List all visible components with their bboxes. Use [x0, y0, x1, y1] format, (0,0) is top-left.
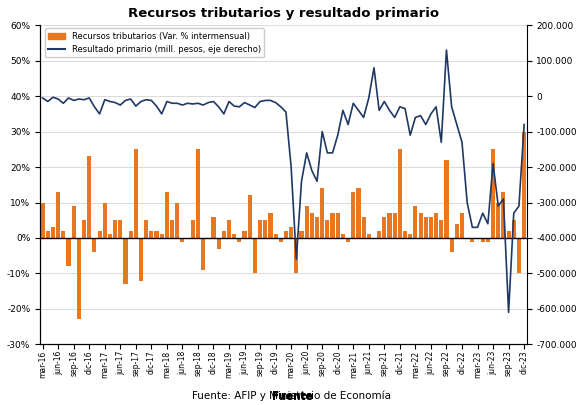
Bar	[258, 220, 262, 238]
Bar	[392, 213, 397, 238]
Bar	[108, 234, 112, 238]
Bar	[56, 192, 60, 238]
Text: Fuente: Fuente	[272, 391, 312, 401]
Bar	[403, 231, 407, 238]
Bar	[40, 202, 45, 238]
Bar	[113, 220, 117, 238]
Bar	[237, 238, 241, 241]
Bar	[289, 227, 293, 238]
Bar	[486, 238, 490, 241]
Bar	[506, 231, 510, 238]
Bar	[408, 234, 412, 238]
Bar	[77, 238, 81, 320]
Bar	[434, 213, 438, 238]
Bar	[383, 217, 387, 238]
Bar	[331, 213, 335, 238]
Bar	[128, 231, 133, 238]
Bar	[284, 231, 288, 238]
Bar	[398, 149, 402, 238]
Bar	[450, 238, 454, 252]
Bar	[455, 224, 459, 238]
Bar	[387, 213, 392, 238]
Bar	[61, 231, 65, 238]
Bar	[248, 196, 252, 238]
Bar	[336, 213, 340, 238]
Bar	[170, 220, 174, 238]
Bar	[356, 188, 360, 238]
Bar	[82, 220, 86, 238]
Bar	[496, 202, 500, 238]
Bar	[439, 220, 443, 238]
Text: Fuente: AFIP y Ministerio de Economía: Fuente: AFIP y Ministerio de Economía	[193, 392, 391, 402]
Bar	[481, 238, 485, 241]
Text: Fuente: AFIP y Ministerio de Economía: Fuente: AFIP y Ministerio de Economía	[0, 404, 1, 405]
Bar	[165, 192, 169, 238]
Bar	[522, 132, 526, 238]
Bar	[98, 231, 102, 238]
Title: Recursos tributarios y resultado primario: Recursos tributarios y resultado primari…	[128, 7, 439, 20]
Bar	[300, 231, 304, 238]
Bar	[460, 213, 464, 238]
Bar	[512, 220, 516, 238]
Bar	[351, 192, 355, 238]
Bar	[310, 213, 314, 238]
Bar	[279, 238, 283, 241]
Bar	[217, 238, 221, 249]
Text: Fuente: Fuente	[272, 392, 312, 402]
Bar	[211, 217, 215, 238]
Bar	[232, 234, 237, 238]
Bar	[180, 238, 185, 241]
Bar	[118, 220, 123, 238]
Legend: Recursos tributarios (Var. % intermensual), Resultado primario (mill. pesos, eje: Recursos tributarios (Var. % intermensua…	[45, 28, 264, 57]
Bar	[294, 238, 298, 273]
Bar	[139, 238, 143, 281]
Bar	[491, 149, 495, 238]
Bar	[242, 231, 246, 238]
Bar	[269, 213, 273, 238]
Bar	[196, 149, 200, 238]
Bar	[67, 238, 71, 266]
Bar	[253, 238, 257, 273]
Bar	[325, 220, 329, 238]
Bar	[517, 238, 521, 273]
Bar	[315, 217, 319, 238]
Bar	[46, 231, 50, 238]
Bar	[222, 231, 226, 238]
Bar	[346, 238, 350, 241]
Bar	[263, 220, 267, 238]
Bar	[72, 206, 76, 238]
Bar	[320, 188, 324, 238]
Bar	[51, 227, 55, 238]
Bar	[273, 234, 277, 238]
Bar	[144, 220, 148, 238]
Bar	[227, 220, 231, 238]
Bar	[367, 234, 371, 238]
Bar	[377, 231, 381, 238]
Text: Fuente: Fuente	[0, 404, 1, 405]
Bar	[413, 206, 418, 238]
Bar	[159, 234, 164, 238]
Bar	[201, 238, 205, 270]
Bar	[501, 192, 506, 238]
Bar	[470, 238, 474, 241]
Bar	[444, 160, 449, 238]
Bar	[341, 234, 345, 238]
Bar	[92, 238, 96, 252]
Bar	[305, 206, 309, 238]
Bar	[361, 217, 366, 238]
Bar	[429, 217, 433, 238]
Text: Fuente: AFIP y Ministerio de Economía: Fuente: AFIP y Ministerio de Economía	[193, 390, 391, 401]
Bar	[423, 217, 428, 238]
Bar	[175, 202, 179, 238]
Bar	[154, 231, 159, 238]
Bar	[150, 231, 154, 238]
Bar	[103, 202, 107, 238]
Bar	[191, 220, 195, 238]
Bar	[123, 238, 127, 284]
Bar	[134, 149, 138, 238]
Bar	[87, 156, 91, 238]
Bar	[419, 213, 423, 238]
